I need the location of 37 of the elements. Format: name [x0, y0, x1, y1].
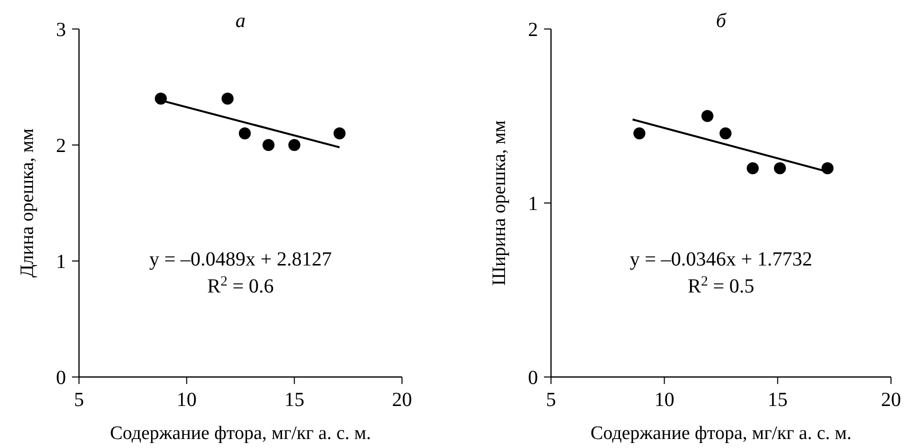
x-axis-title: Содержание фтора, мг/кг а. с. м.: [590, 423, 852, 444]
x-tick-label: 20: [392, 389, 412, 411]
y-tick-label: 0: [56, 367, 66, 389]
point: [288, 139, 300, 151]
y-tick-label: 2: [56, 135, 66, 157]
x-axis-title: Содержание фтора, мг/кг а. с. м.: [110, 423, 372, 444]
y-tick-label: 0: [528, 367, 538, 389]
annotation: y = –0.0346x + 1.7732: [630, 248, 812, 271]
annotation: R$^{2}$ = 0.5: [688, 274, 754, 298]
y-tick-label: 2: [528, 19, 538, 41]
point: [822, 162, 834, 174]
y-axis-title: Длина орешка, мм: [17, 128, 38, 278]
annotation: y = –0.0489x + 2.8127: [149, 248, 332, 271]
point: [774, 162, 786, 174]
point: [746, 162, 759, 174]
chart-title: б: [716, 10, 727, 32]
x-tick-label: 10: [654, 389, 674, 411]
y-tick-label: 1: [56, 251, 66, 273]
point: [701, 110, 714, 122]
point: [238, 127, 251, 140]
x-tick-label: 15: [768, 389, 788, 411]
x-tick-label: 10: [176, 389, 197, 411]
x-tick-label: 5: [74, 389, 84, 411]
y-axis-title: Ширина орешка, мм: [489, 120, 510, 286]
point: [633, 127, 646, 140]
point: [154, 92, 167, 105]
point: [334, 127, 346, 140]
point: [262, 139, 274, 151]
y-tick-label: 1: [528, 193, 538, 215]
chart-title: а: [236, 10, 246, 32]
y-tick-label: 3: [56, 19, 66, 41]
x-tick-label: 5: [546, 389, 556, 411]
x-tick-label: 20: [881, 389, 901, 411]
point: [720, 127, 732, 140]
annotation: R$^{2}$ = 0.6: [207, 274, 274, 298]
point: [222, 92, 234, 105]
x-tick-label: 15: [284, 389, 304, 411]
